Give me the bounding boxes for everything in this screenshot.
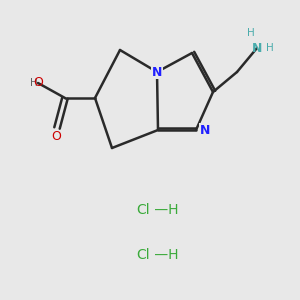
Text: H: H bbox=[266, 43, 274, 53]
Text: —H: —H bbox=[150, 248, 178, 262]
Text: N: N bbox=[152, 65, 162, 79]
Text: N: N bbox=[252, 41, 262, 55]
Text: Cl: Cl bbox=[136, 203, 150, 217]
Text: H: H bbox=[247, 28, 255, 38]
Text: H: H bbox=[30, 78, 38, 88]
Text: —H: —H bbox=[150, 203, 178, 217]
Text: O: O bbox=[33, 76, 43, 89]
Text: Cl: Cl bbox=[136, 248, 150, 262]
Text: O: O bbox=[51, 130, 61, 143]
Text: N: N bbox=[200, 124, 210, 136]
